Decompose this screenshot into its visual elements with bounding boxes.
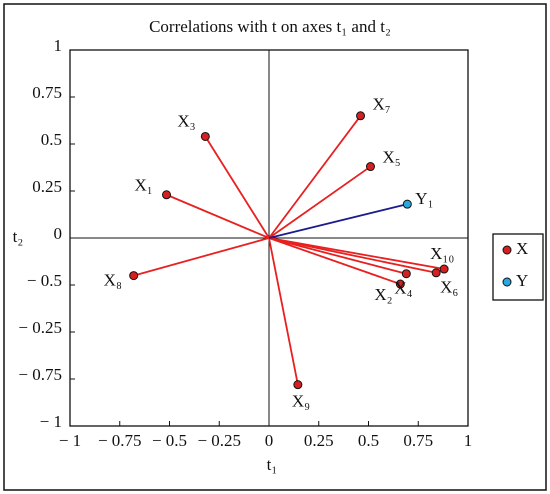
vector-line <box>268 237 407 275</box>
vector-line <box>204 136 270 239</box>
x-tick-label: 0.5 <box>358 431 379 450</box>
x-tick-label: 0.25 <box>304 431 334 450</box>
point <box>356 111 366 121</box>
vector-line <box>166 193 270 239</box>
vector-line <box>268 115 362 239</box>
point <box>162 190 172 200</box>
x-tick-label: 1 <box>464 431 473 450</box>
legend-marker <box>502 245 512 255</box>
legend-label: X <box>516 239 528 258</box>
point-label: X₂ <box>374 285 392 304</box>
x-tick-label: − 1 <box>59 431 81 450</box>
y-tick-label: − 0.25 <box>18 318 62 337</box>
vector-line <box>268 203 408 239</box>
point-label: Y₁ <box>415 189 433 208</box>
y-tick-label: 1 <box>54 36 63 55</box>
point <box>431 268 441 278</box>
point <box>365 162 375 172</box>
point-label: X₁ <box>135 176 153 195</box>
vector-line <box>268 165 372 239</box>
point <box>395 279 405 289</box>
point-label: X₇ <box>373 95 391 114</box>
vector-line <box>133 237 270 277</box>
point-label: X₅ <box>382 147 400 166</box>
vector-line <box>268 237 401 285</box>
chart-title: Correlations with t on axes t₁ and t₂ <box>149 17 391 36</box>
x-tick-label: − 0.75 <box>98 431 142 450</box>
point-label: X₃ <box>177 111 195 130</box>
y-axis-label: t₂ <box>13 227 24 246</box>
y-tick-label: − 0.5 <box>27 271 62 290</box>
y-tick-label: − 1 <box>40 412 62 431</box>
x-tick-label: − 0.5 <box>152 431 187 450</box>
point <box>401 269 411 279</box>
outer-frame <box>3 3 547 491</box>
point-label: X₉ <box>292 392 310 411</box>
point-label: X₈ <box>104 271 122 290</box>
y-tick-label: 0.75 <box>32 83 62 102</box>
point-label: X₁₀ <box>430 244 454 263</box>
point <box>129 271 139 281</box>
point <box>402 199 412 209</box>
y-tick-label: 0 <box>54 224 63 243</box>
y-tick-label: − 0.75 <box>18 365 62 384</box>
x-tick-label: 0.75 <box>403 431 433 450</box>
vector-line <box>268 237 299 385</box>
x-axis-label: t₁ <box>267 455 278 474</box>
x-tick-label: 0 <box>265 431 274 450</box>
point-label: X₆ <box>440 278 458 297</box>
point-label: X₄ <box>394 279 412 298</box>
y-tick-label: 0.25 <box>32 177 62 196</box>
vector-line <box>268 237 445 270</box>
x-tick-label: − 0.25 <box>197 431 241 450</box>
legend-marker <box>502 277 512 287</box>
point <box>439 264 449 274</box>
point <box>200 131 210 141</box>
y-tick-label: 0.5 <box>41 130 62 149</box>
point <box>293 380 303 390</box>
legend-box <box>492 233 544 301</box>
legend-label: Y <box>516 271 528 290</box>
